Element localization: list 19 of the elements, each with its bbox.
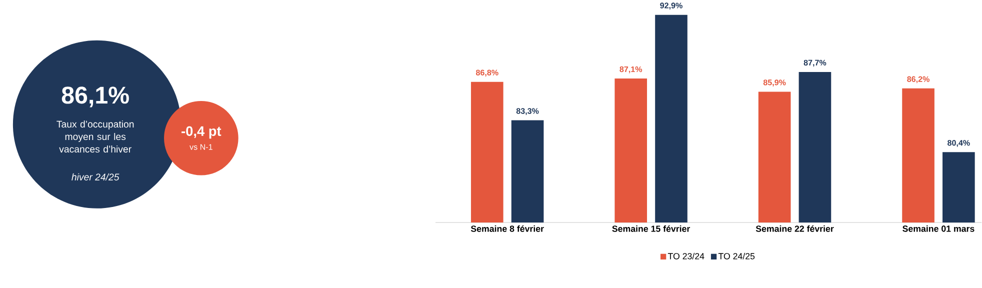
x-tick-label: Semaine 01 mars xyxy=(902,225,974,232)
data-label: 83,3% xyxy=(516,108,539,115)
text: 86,1% xyxy=(62,86,129,108)
data-label: 86,8% xyxy=(476,70,498,76)
text: vs N-1 xyxy=(190,144,212,150)
legend-label: TO 23/24 xyxy=(668,252,704,260)
data-label: 92,9% xyxy=(660,2,682,10)
data-label: 86,2% xyxy=(907,76,930,83)
text: Taux d’occupation moyen sur les vacances d’hiver xyxy=(56,120,134,152)
legend-label: TO 24/25 xyxy=(718,252,755,260)
x-tick-label: Semaine 8 février xyxy=(470,225,544,232)
data-label: 80,4% xyxy=(948,140,970,147)
data-label: 87,1% xyxy=(620,66,642,74)
x-tick-label: Semaine 15 février xyxy=(612,225,690,232)
text: hiver 24/25 xyxy=(72,173,120,180)
x-tick-label: Semaine 22 février xyxy=(756,225,834,232)
data-label: 87,7% xyxy=(804,60,826,66)
data-label: 85,9% xyxy=(763,79,786,86)
text: -0,4 pt xyxy=(182,126,222,138)
